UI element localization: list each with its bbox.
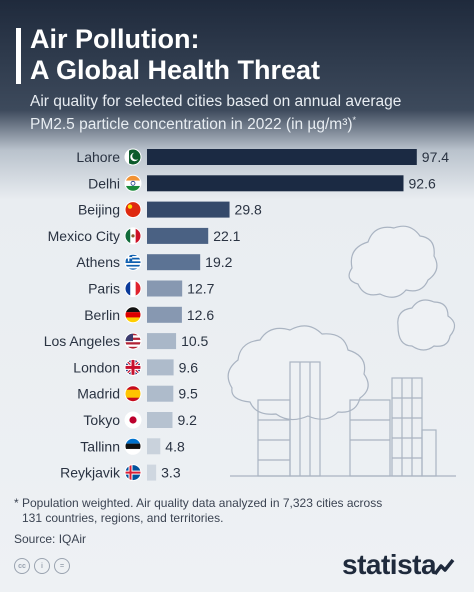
category-label: London <box>73 359 120 375</box>
bar-row: Beijing 29.8 <box>78 201 262 219</box>
pakistan-flag <box>124 148 142 166</box>
title-line-2: A Global Health Threat <box>30 55 321 85</box>
category-label: Tokyo <box>83 412 120 428</box>
spain-flag <box>124 385 142 403</box>
value-label: 97.4 <box>422 149 449 165</box>
page-title: Air Pollution: A Global Health Threat <box>30 24 320 86</box>
license-icons: cc i = <box>14 558 70 574</box>
bar[interactable] <box>147 412 173 428</box>
bar-row: Reykjavik 3.3 <box>60 464 181 482</box>
subtitle-footnote-mark: * <box>352 115 357 125</box>
bar-row: Tallinn 4.8 <box>80 437 185 455</box>
bar[interactable] <box>147 227 209 244</box>
india-flag <box>124 174 142 192</box>
bar-row: Paris 12.7 <box>88 280 215 297</box>
bar-row: Tokyo 9.2 <box>83 411 197 429</box>
uk-flag <box>124 358 142 376</box>
title-accent-bar <box>16 28 21 84</box>
bar[interactable] <box>147 359 174 376</box>
category-label: Reykjavik <box>60 465 121 481</box>
bar[interactable] <box>147 385 174 402</box>
category-label: Tallinn <box>80 438 120 454</box>
value-label: 9.2 <box>177 412 197 428</box>
bar-row: London 9.6 <box>73 358 199 376</box>
bar[interactable] <box>147 438 161 455</box>
bar-row: Delhi 92.6 <box>88 174 436 192</box>
germany-flag <box>124 306 142 324</box>
category-label: Los Angeles <box>44 333 120 349</box>
value-label: 3.3 <box>161 465 181 481</box>
city-smog-illustration <box>227 225 456 477</box>
bars-layer: Lahore 97.4 Delhi 92.6 Beijing 29.8 Mexico Cit… <box>44 148 449 482</box>
bar[interactable] <box>147 306 182 323</box>
source-note: Source: IQAir <box>14 532 87 546</box>
greece-flag <box>124 253 142 271</box>
bar[interactable] <box>147 254 201 271</box>
value-label: 4.8 <box>165 438 185 454</box>
subtitle: Air quality for selected cities based on… <box>30 92 450 134</box>
value-label: 22.1 <box>213 228 240 244</box>
bar-row: Los Angeles 10.5 <box>44 332 209 350</box>
value-label: 10.5 <box>181 333 208 349</box>
bar-row: Lahore 97.4 <box>76 148 449 166</box>
category-label: Berlin <box>84 307 120 323</box>
bar-row: Berlin 12.6 <box>84 306 214 324</box>
category-label: Mexico City <box>48 228 120 244</box>
no-derivatives-icon[interactable]: = <box>54 558 70 574</box>
china-flag <box>124 201 142 219</box>
mexico-flag <box>124 227 142 245</box>
japan-flag <box>124 411 142 429</box>
value-label: 29.8 <box>235 202 262 218</box>
creative-commons-icon[interactable]: cc <box>14 558 30 574</box>
bar-row: Madrid 9.5 <box>77 385 198 403</box>
footnote-line-2: 131 countries, regions, and territories. <box>22 511 224 525</box>
value-label: 12.6 <box>187 307 214 323</box>
category-label: Athens <box>76 254 120 270</box>
subtitle-text: Air quality for selected cities based on… <box>30 93 402 134</box>
statista-logo-icon <box>433 558 455 576</box>
value-label: 9.5 <box>178 386 198 402</box>
value-label: 12.7 <box>187 281 214 297</box>
category-label: Beijing <box>78 202 120 218</box>
attribution-icon[interactable]: i <box>34 558 50 574</box>
iceland-flag <box>124 464 142 482</box>
category-label: Madrid <box>77 386 120 402</box>
estonia-flag <box>124 437 142 455</box>
footer: * Population weighted. Air quality data … <box>14 496 434 547</box>
bar[interactable] <box>147 149 417 165</box>
usa-flag <box>124 332 142 350</box>
bar[interactable] <box>147 175 404 192</box>
header: Air Pollution: A Global Health Threat Ai… <box>0 0 474 140</box>
bar-row: Mexico City 22.1 <box>48 227 241 245</box>
category-label: Paris <box>88 281 120 297</box>
category-label: Lahore <box>76 149 120 165</box>
value-label: 19.2 <box>205 254 232 270</box>
bar[interactable] <box>147 464 157 481</box>
category-label: Delhi <box>88 175 120 191</box>
bar[interactable] <box>147 333 177 350</box>
footnote-line-1: * Population weighted. Air quality data … <box>14 496 383 510</box>
bar[interactable] <box>147 280 183 297</box>
bar[interactable] <box>147 201 230 218</box>
value-label: 9.6 <box>179 359 199 375</box>
value-label: 92.6 <box>409 175 436 191</box>
france-flag <box>124 280 142 297</box>
bar-row: Athens 19.2 <box>76 253 233 271</box>
statista-wordmark[interactable]: statista <box>342 549 437 580</box>
title-line-1: Air Pollution: <box>30 24 200 54</box>
